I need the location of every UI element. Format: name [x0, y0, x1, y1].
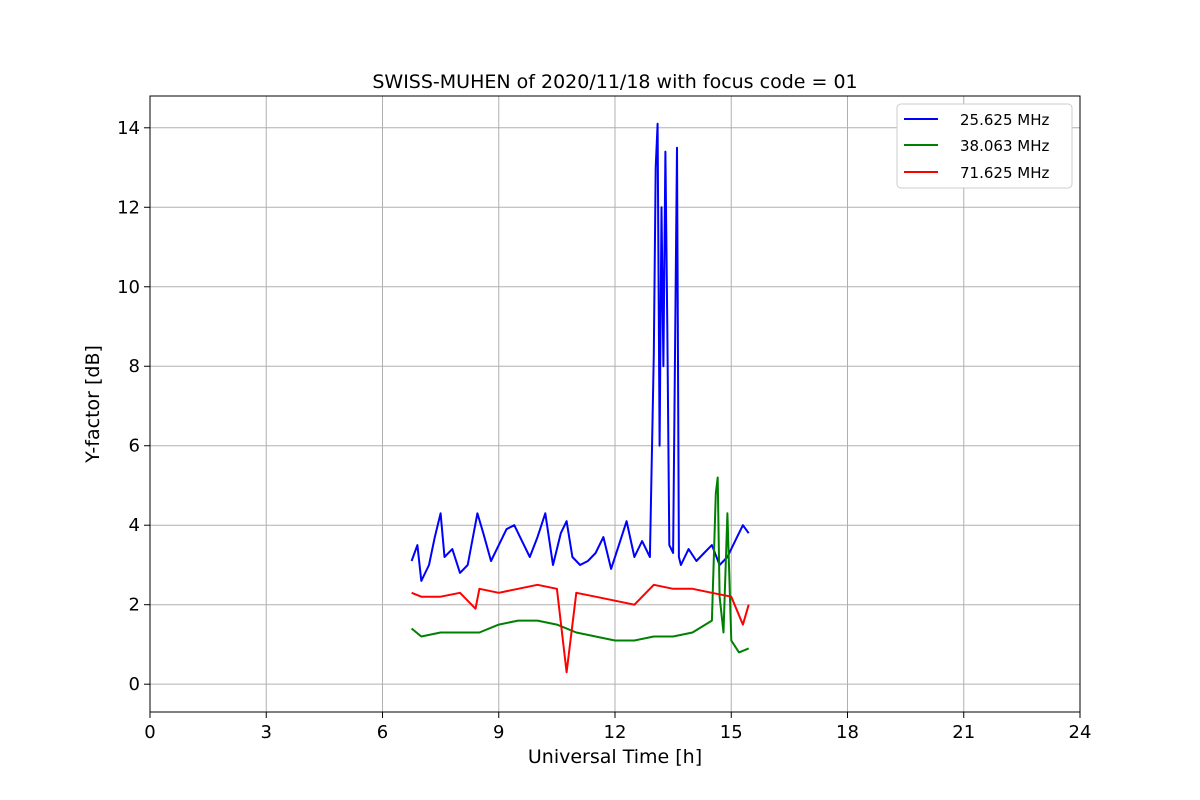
series-layer: [410, 122, 750, 674]
legend-label-25-625: 25.625 MHz: [960, 111, 1049, 129]
legend: 25.625 MHz 38.063 MHz 71.625 MHz: [896, 103, 1073, 189]
x-tick-label: 24: [1069, 722, 1092, 743]
series-line-38-063-mhz: [410, 476, 750, 654]
y-tick-label: 10: [117, 277, 140, 298]
series-line-71-625-mhz: [411, 583, 750, 674]
x-tick-label: 21: [952, 722, 975, 743]
y-tick-label: 12: [117, 197, 140, 218]
x-tick-label: 0: [144, 722, 155, 743]
x-tick-label: 18: [836, 722, 859, 743]
x-tick-label: 6: [377, 722, 388, 743]
x-tick-label: 15: [720, 722, 743, 743]
y-tick-label: 0: [129, 674, 140, 695]
x-axis-label: Universal Time [h]: [528, 746, 702, 768]
series-line-25-625-mhz: [410, 122, 750, 582]
x-tick-label: 3: [261, 722, 272, 743]
y-axis-label: Y-factor [dB]: [82, 345, 104, 464]
legend-label-71-625: 71.625 MHz: [960, 164, 1049, 182]
y-tick-label: 14: [117, 118, 140, 139]
y-tick-label: 6: [129, 436, 140, 457]
legend-box: [896, 103, 1073, 189]
y-tick-label: 4: [129, 515, 140, 536]
y-tick-label: 8: [129, 356, 140, 377]
x-tick-label: 12: [604, 722, 627, 743]
x-tick-label: 9: [493, 722, 504, 743]
legend-label-38-063: 38.063 MHz: [960, 137, 1049, 155]
y-tick-label: 2: [129, 595, 140, 616]
chart-title: SWISS-MUHEN of 2020/11/18 with focus cod…: [372, 71, 857, 93]
